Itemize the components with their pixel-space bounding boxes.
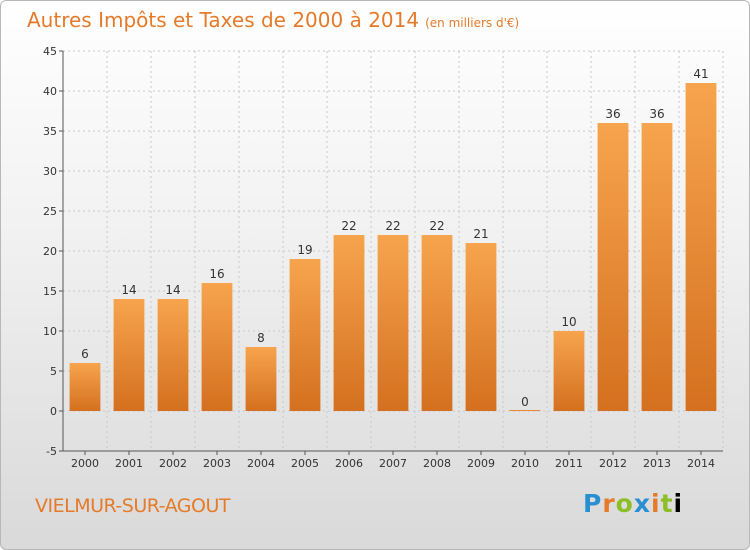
bar-2006 [333, 235, 365, 411]
data-label-2001: 14 [121, 283, 136, 297]
bar-2002 [157, 299, 189, 411]
chart-title: Autres Impôts et Taxes de 2000 à 2014 (en… [27, 8, 519, 32]
data-label-2002: 14 [165, 283, 180, 297]
bar-2008 [421, 235, 453, 411]
bar-2012 [597, 123, 629, 411]
data-label-2013: 36 [649, 107, 664, 121]
data-label-2003: 16 [209, 267, 224, 281]
bar-2000 [69, 363, 101, 411]
axes: -5 0 5 10 15 20 25 30 35 40 45 2000 2001 2002 2003 2004… [43, 45, 723, 470]
x-tick-label-2005: 2005 [291, 457, 319, 470]
x-tick-label-2003: 2003 [203, 457, 231, 470]
x-tick-label-2010: 2010 [511, 457, 539, 470]
bar-2003 [201, 283, 233, 411]
bars [69, 83, 717, 411]
x-tick-label-2004: 2004 [247, 457, 275, 470]
town-name: VIELMUR-SUR-AGOUT [35, 495, 230, 517]
y-tick-label: 15 [43, 285, 57, 298]
y-tick-label: 5 [50, 365, 57, 378]
y-tick-label: 0 [50, 405, 57, 418]
data-label-2008: 22 [429, 219, 444, 233]
x-tick-label-2006: 2006 [335, 457, 363, 470]
x-tick-label-2001: 2001 [115, 457, 143, 470]
data-label-2010: 0 [521, 395, 529, 409]
x-tick-label-2011: 2011 [555, 457, 583, 470]
data-label-2006: 22 [341, 219, 356, 233]
x-tick-label-2013: 2013 [643, 457, 671, 470]
data-labels: 6 14 14 16 8 19 22 22 22 21 0 10 36 36 41 [81, 67, 708, 409]
bar-2014 [685, 83, 717, 411]
data-label-2009: 21 [473, 227, 488, 241]
bar-2009 [465, 243, 497, 411]
y-tick-label: 40 [43, 85, 57, 98]
x-tick-label-2007: 2007 [379, 457, 407, 470]
x-tick-label-2009: 2009 [467, 457, 495, 470]
data-label-2011: 10 [561, 315, 576, 329]
data-label-2005: 19 [297, 243, 312, 257]
bar-2005 [289, 259, 321, 411]
bar-2007 [377, 235, 409, 411]
bar-2013 [641, 123, 673, 411]
x-tick-label-2000: 2000 [71, 457, 99, 470]
data-label-2000: 6 [81, 347, 89, 361]
data-label-2007: 22 [385, 219, 400, 233]
x-tick-label-2002: 2002 [159, 457, 187, 470]
bar-2010 [509, 410, 541, 411]
chart-title-text: Autres Impôts et Taxes de 2000 à 2014 [27, 8, 420, 32]
proxiti-logo[interactable]: Proxiti [583, 489, 684, 518]
y-tick-label: -5 [46, 445, 57, 458]
x-tick-label-2012: 2012 [599, 457, 627, 470]
y-tick-label: 35 [43, 125, 57, 138]
y-tick-label: 25 [43, 205, 57, 218]
chart-subtitle: (en milliers d'€) [425, 16, 520, 30]
bar-2001 [113, 299, 145, 411]
bar-2004 [245, 347, 277, 411]
data-label-2014: 41 [693, 67, 708, 81]
x-tick-label-2008: 2008 [423, 457, 451, 470]
y-tick-label: 20 [43, 245, 57, 258]
bar-2011 [553, 331, 585, 411]
y-tick-label: 30 [43, 165, 57, 178]
x-tick-label-2014: 2014 [687, 457, 715, 470]
data-label-2004: 8 [257, 331, 265, 345]
data-label-2012: 36 [605, 107, 620, 121]
y-tick-label: 10 [43, 325, 57, 338]
y-tick-label: 45 [43, 45, 57, 58]
